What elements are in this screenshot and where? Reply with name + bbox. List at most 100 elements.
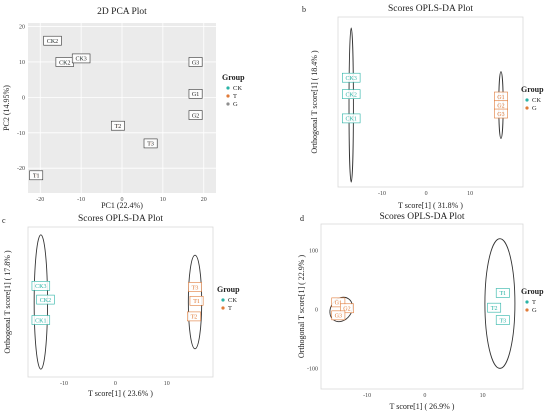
chart-title: Scores OPLS-DA Plot <box>380 212 465 222</box>
x-tick-label: -10 <box>77 197 85 203</box>
point-label: CK3 <box>346 76 357 82</box>
legend-swatch <box>226 86 230 90</box>
legend-swatch <box>525 308 529 312</box>
point-label-box <box>331 310 346 321</box>
x-tick-label: 0 <box>121 197 124 203</box>
point-label-box <box>495 288 510 298</box>
point-label: CK2 <box>47 39 58 45</box>
point-label: T1 <box>33 174 40 180</box>
legend-entry: T <box>233 93 237 100</box>
point-label: CK1 <box>346 117 357 123</box>
y-tick-label: -100 <box>307 366 318 372</box>
point-label: T1 <box>499 291 506 297</box>
chart-title: Scores OPLS-DA Plot <box>388 4 473 14</box>
x-tick-label: 10 <box>160 197 166 203</box>
point-label-box <box>487 302 502 313</box>
point-label: CK3 <box>75 57 86 63</box>
point-label-box <box>143 138 158 149</box>
y-tick-label: 10 <box>19 60 25 66</box>
legend-entry: G <box>532 307 537 314</box>
x-tick-label: 10 <box>480 393 486 399</box>
x-tick-label: 0 <box>423 393 426 399</box>
x-tick-label: -10 <box>363 393 371 399</box>
chart-title: Scores OPLS-DA Plot <box>78 214 163 224</box>
point-label-box <box>495 315 510 325</box>
x-axis-label: T score[1] ( 31.8% ) <box>398 201 463 210</box>
confidence-ellipse <box>348 27 354 183</box>
y-tick-label: 0 <box>22 95 25 101</box>
panel-letter: c <box>2 216 6 225</box>
point-label: G2 <box>497 103 504 109</box>
point-label: CK3 <box>35 284 46 290</box>
y-axis-label: Orthogonal T score[1] ( 18.4% ) <box>310 50 319 154</box>
legend-swatch <box>226 102 230 106</box>
confidence-ellipse <box>484 238 516 369</box>
panel-1: -20 -10 0 10 20 -20 -10 0 10 20 2D PCA Plot PC1 (22… <box>2 7 245 210</box>
y-tick-label: 20 <box>19 25 25 31</box>
point-label: T3 <box>499 318 506 324</box>
x-tick-label: 10 <box>164 381 170 387</box>
plot-area <box>337 16 524 188</box>
point-label: G2 <box>343 307 350 313</box>
point-label-box <box>188 110 203 120</box>
point-label: CK2 <box>346 92 357 98</box>
legend: Group TG <box>521 287 544 314</box>
legend-title: Group <box>217 285 240 294</box>
point-label-box <box>189 295 204 306</box>
x-tick-label: -20 <box>36 197 44 203</box>
point-label: T3 <box>192 285 199 291</box>
y-tick-label: -20 <box>17 166 25 172</box>
x-tick-label: -10 <box>378 191 386 197</box>
point-label: G1 <box>335 301 342 307</box>
point-label-box <box>31 315 51 325</box>
point-label: T2 <box>191 315 198 321</box>
legend-swatch <box>525 106 529 110</box>
x-tick-label: 0 <box>425 191 428 197</box>
x-axis-label: T score[1] ( 26.9% ) <box>390 402 455 411</box>
legend-swatch <box>226 94 230 98</box>
point-label-box <box>494 108 508 119</box>
x-tick-label: 20 <box>201 197 207 203</box>
legend-title: Group <box>521 85 544 94</box>
y-tick-label: -10 <box>17 131 25 137</box>
point-label: G3 <box>335 314 342 320</box>
legend: Group CKT <box>217 285 240 312</box>
point-label: G2 <box>192 113 199 119</box>
point-label: G1 <box>497 95 504 101</box>
legend-entry: T <box>532 299 536 306</box>
x-axis-label: T score[1] ( 23.6% ) <box>88 389 153 398</box>
y-axis-label: Orthogonal T score[1] ( 17.8% ) <box>3 250 12 354</box>
x-tick-label: -10 <box>60 381 68 387</box>
legend-entry: T <box>228 305 232 312</box>
point-label-box <box>342 113 361 124</box>
legend-entry: G <box>233 101 238 108</box>
point-label-box <box>31 280 51 291</box>
legend-entry: CK <box>228 297 237 304</box>
point-label-box <box>331 297 346 308</box>
y-tick-label: 100 <box>309 249 318 255</box>
point-label-box <box>188 57 203 67</box>
panel-2: -10 0 10 b Scores OPLS-DA Plot T score[1] ( 3… <box>302 4 544 210</box>
point-label-box <box>342 72 361 83</box>
legend-title: Group <box>521 287 544 296</box>
point-label: G3 <box>497 112 504 118</box>
point-label: T1 <box>193 299 200 305</box>
point-label-box <box>36 294 55 305</box>
legend-swatch <box>221 298 225 302</box>
legend-swatch <box>525 300 529 304</box>
panel-letter: d <box>300 214 304 223</box>
point-label-box <box>340 303 354 314</box>
point-label: G3 <box>192 60 199 66</box>
panel-letter: b <box>302 5 306 14</box>
x-axis-label: PC1 (22.4%) <box>101 201 143 210</box>
point-label: T3 <box>147 142 154 148</box>
point-label-box <box>29 170 44 181</box>
point-label: CK2 <box>40 298 51 304</box>
point-label-box <box>188 89 203 99</box>
point-label: CK1 <box>35 318 46 324</box>
legend-swatch <box>221 306 225 310</box>
legend-swatch <box>525 98 529 102</box>
panel-3: -10 0 10 c Scores OPLS-DA Plot T score[1] ( 2… <box>2 214 240 398</box>
